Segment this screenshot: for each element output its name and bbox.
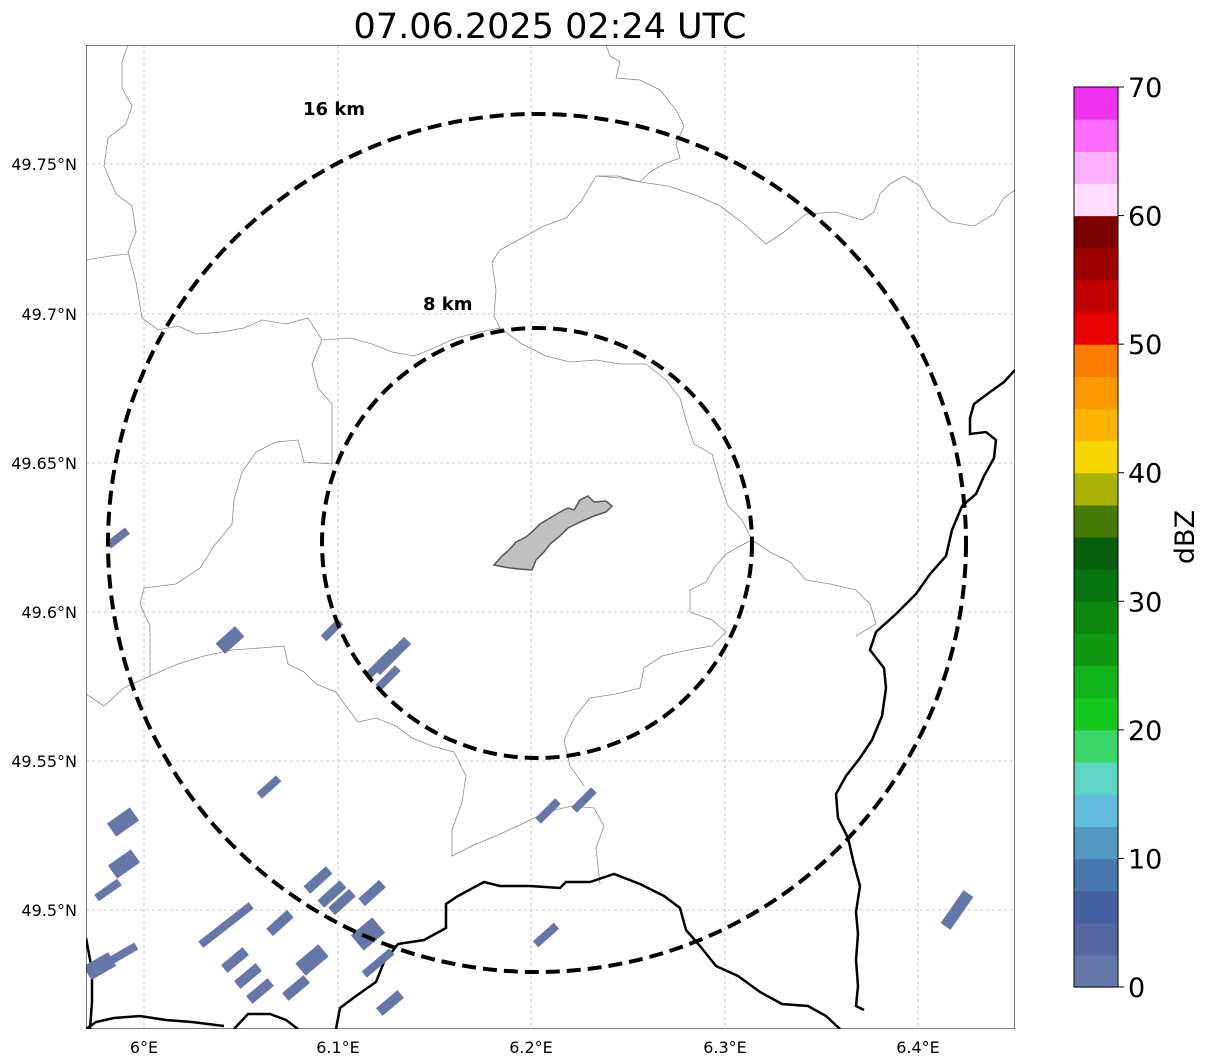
lon-tick-label: 6.3°E	[703, 1038, 747, 1057]
latitude-axis: 49.75°N 49.7°N 49.65°N 49.6°N 49.55°N 49…	[11, 155, 77, 920]
echo-cell	[256, 775, 282, 799]
colorbar-swatch	[1074, 215, 1118, 249]
colorbar-swatch	[1074, 376, 1118, 410]
colorbar-tick-label: 0	[1128, 973, 1145, 1004]
echo-cell	[350, 917, 386, 951]
map-title: 07.06.2025 02:24 UTC	[354, 7, 747, 47]
lat-tick-label: 49.65°N	[11, 454, 77, 473]
urban-area	[492, 495, 614, 571]
colorbar-swatch	[1074, 537, 1118, 570]
national-border	[86, 369, 1015, 1029]
colorbar-swatch	[1074, 922, 1118, 956]
colorbar-swatch	[1074, 151, 1118, 185]
colorbar-label: dBZ	[1170, 510, 1201, 564]
echo-cell	[940, 890, 974, 930]
lon-tick-label: 6.1°E	[316, 1038, 360, 1057]
echo-cell	[106, 527, 130, 549]
colorbar-tick-label: 20	[1128, 716, 1162, 747]
colorbar-tick-label: 50	[1128, 330, 1162, 361]
colorbar-swatch	[1074, 794, 1118, 827]
lon-tick-label: 6.4°E	[896, 1038, 940, 1057]
longitude-axis: 6°E 6.1°E 6.2°E 6.3°E 6.4°E	[130, 1038, 940, 1057]
echo-cell	[215, 626, 245, 654]
colorbar-swatch	[1074, 440, 1118, 474]
echo-cell	[221, 947, 249, 973]
colorbar-swatch	[1074, 954, 1118, 988]
commune-boundaries	[86, 45, 1015, 885]
echo-cell	[282, 975, 310, 1001]
colorbar-tick-label: 40	[1128, 459, 1162, 490]
range-rings	[106, 112, 968, 974]
colorbar: 0 10 20 30 40 50 60 70 dBZ	[1073, 73, 1201, 1004]
echo-cell	[364, 648, 396, 680]
echo-cell	[86, 952, 117, 980]
colorbar-swatch	[1074, 697, 1118, 731]
colorbar-swatch	[1074, 858, 1118, 892]
colorbar-swatch	[1074, 890, 1118, 924]
echo-cell	[107, 849, 141, 879]
colorbar-swatch	[1074, 279, 1118, 313]
echo-cell	[198, 902, 254, 948]
colorbar-swatch	[1074, 119, 1118, 152]
colorbar-swatch	[1074, 665, 1118, 699]
colorbar-tick-label: 30	[1128, 587, 1162, 618]
echo-cell	[571, 787, 597, 813]
lat-tick-label: 49.6°N	[21, 603, 77, 622]
colorbar-swatch	[1074, 826, 1118, 860]
ring-label-8km: 8 km	[423, 294, 473, 315]
lat-tick-label: 49.75°N	[11, 155, 77, 174]
colorbar-swatch	[1074, 312, 1118, 345]
ring-label-16km: 16 km	[303, 99, 365, 120]
colorbar-swatch	[1074, 183, 1118, 217]
lon-tick-label: 6.2°E	[509, 1038, 553, 1057]
colorbar-swatch	[1074, 504, 1118, 538]
colorbar-swatch	[1074, 247, 1118, 281]
colorbar-swatches	[1074, 87, 1118, 988]
range-ring-8km	[320, 326, 754, 760]
lon-tick-label: 6°E	[130, 1038, 158, 1057]
colorbar-swatch	[1074, 633, 1118, 667]
colorbar-tick-label: 10	[1128, 844, 1162, 875]
echo-cell	[303, 866, 333, 894]
colorbar-swatch	[1074, 344, 1118, 377]
colorbar-swatch	[1074, 762, 1118, 795]
echo-cell	[266, 909, 294, 937]
echo-cell	[328, 888, 356, 916]
echo-cell	[246, 978, 274, 1004]
colorbar-ticks: 0 10 20 30 40 50 60 70	[1118, 73, 1162, 1004]
gridlines	[86, 45, 1015, 1029]
colorbar-tick-label: 60	[1128, 202, 1162, 233]
echo-cell	[317, 880, 347, 908]
echo-cell	[361, 948, 395, 978]
echo-cell	[234, 963, 262, 989]
colorbar-swatch	[1074, 87, 1118, 120]
colorbar-swatch	[1074, 729, 1118, 763]
range-ring-16km	[106, 112, 968, 974]
map-panel[interactable]: 16 km 8 km	[84, 45, 1015, 1029]
echo-cell	[94, 878, 122, 902]
echo-cell	[376, 990, 404, 1016]
echo-cell	[535, 798, 561, 824]
echo-cell	[532, 922, 560, 948]
echo-cell	[358, 879, 386, 907]
lat-tick-label: 49.7°N	[21, 305, 77, 324]
colorbar-swatch	[1074, 472, 1118, 506]
colorbar-tick-label: 70	[1128, 73, 1162, 104]
echo-cell	[106, 807, 140, 837]
echo-cell	[295, 944, 329, 976]
colorbar-swatch	[1074, 408, 1118, 442]
lat-tick-label: 49.5°N	[21, 901, 77, 920]
colorbar-swatch	[1074, 569, 1118, 602]
lat-tick-label: 49.55°N	[11, 752, 77, 771]
echo-cell	[375, 665, 401, 691]
colorbar-swatch	[1074, 601, 1118, 635]
